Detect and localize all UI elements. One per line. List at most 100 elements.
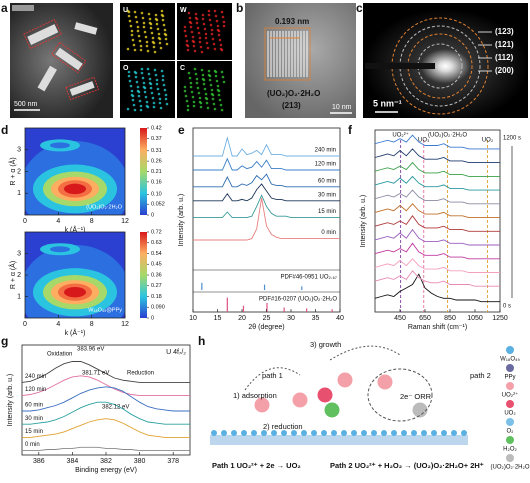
map-dot — [195, 21, 199, 25]
map-dot — [139, 104, 143, 108]
nanorod — [341, 430, 347, 436]
map-dot — [189, 81, 193, 85]
map-dot — [208, 78, 212, 82]
spectrum-line — [193, 136, 340, 157]
colorbar — [140, 128, 147, 215]
core-level-label: U 4f₇/₂ — [166, 349, 186, 356]
particle — [411, 401, 429, 419]
map-label: (UO₂)O₂·2H₂O — [86, 204, 122, 210]
label-box — [12, 5, 34, 11]
legend-label: UO₂ — [504, 411, 516, 417]
map-dot — [202, 78, 206, 82]
map-dot — [211, 97, 215, 101]
map-dot — [183, 29, 187, 33]
particles — [27, 22, 98, 96]
map-dot — [132, 43, 136, 47]
map-dot — [162, 23, 166, 27]
series-label: 15 min — [318, 209, 336, 215]
map-dot — [208, 18, 212, 22]
map-dot — [221, 75, 225, 79]
map-dot — [134, 71, 138, 75]
x-tick-label: 650 — [419, 315, 431, 322]
fft-box — [264, 27, 311, 81]
spectrum-line — [21, 375, 190, 397]
map-label: W — [180, 7, 187, 14]
map-dot — [134, 15, 138, 19]
map-dot — [162, 83, 166, 87]
map-dot — [184, 34, 188, 38]
map-dot — [195, 81, 199, 85]
scale-bar-label: 5 nm⁻¹ — [373, 98, 402, 108]
map-dot — [155, 22, 159, 26]
map-dot — [140, 67, 144, 71]
spectrum-line — [193, 183, 340, 202]
stem-image — [10, 3, 113, 118]
x-tick-label: 35 — [312, 315, 320, 322]
nanorod — [241, 430, 247, 436]
spectrum-line — [374, 228, 500, 246]
x-tick-label: 25 — [263, 315, 271, 322]
nanorod — [231, 430, 237, 436]
map-dot — [209, 83, 213, 87]
band-label: UO₂²⁺ — [392, 132, 409, 139]
map-dot — [191, 95, 195, 99]
map-dot — [145, 44, 149, 48]
map-dot — [142, 21, 146, 25]
annotation: 382.12 eV — [102, 405, 129, 411]
map-dot — [128, 19, 132, 23]
legend-swatch — [506, 436, 514, 444]
phase-label: (UO₂)O₂·2H₂O — [267, 89, 320, 98]
map-dot — [131, 98, 135, 102]
map-dot — [135, 80, 139, 84]
nanorod — [261, 430, 267, 436]
lattice-fringes — [267, 31, 308, 77]
legend-swatch — [506, 364, 514, 372]
map-dot — [211, 37, 215, 41]
series-label: 240 min — [25, 374, 46, 380]
band-label: UO₃ — [418, 138, 430, 144]
series-label: 60 min — [318, 178, 336, 184]
annotation: 383.96 eV — [77, 347, 104, 353]
map-dot — [133, 48, 137, 52]
x-tick-label: 850 — [444, 315, 456, 322]
map-dot — [163, 88, 167, 92]
spectrum-line — [22, 418, 190, 438]
spectrum-line — [374, 189, 500, 205]
x-tick-label: 378 — [167, 458, 179, 465]
map-dot — [137, 94, 141, 98]
map-dot — [126, 107, 130, 111]
band-label: UO₂ — [482, 138, 494, 144]
map-dot — [156, 27, 160, 31]
x-axis-label: Raman shift (cm⁻¹) — [408, 324, 467, 331]
map-dot — [139, 44, 143, 48]
ring-label: (123) — [495, 27, 514, 36]
x-tick-label: 10 — [189, 315, 197, 322]
colorbar-label: 0.090 — [151, 305, 165, 311]
nanorod — [251, 430, 257, 436]
spectrum-line — [374, 134, 500, 150]
substrate — [210, 435, 468, 445]
map-dot — [139, 108, 143, 112]
legend-label: H₂O₂ — [503, 447, 517, 453]
series-label: 240 min — [315, 148, 336, 154]
panel-label: h — [198, 334, 205, 348]
panel-label: g — [1, 334, 8, 348]
legend-label: PPy — [504, 375, 515, 381]
annotation: 381.71 eV — [82, 371, 109, 377]
map-dot — [150, 31, 154, 35]
x-tick-label: 12 — [121, 218, 129, 225]
spectrum-line — [22, 446, 190, 452]
x-tick-label: 15 — [214, 315, 222, 322]
x-tick-label: 4 — [56, 321, 60, 328]
contour-level — [50, 142, 70, 149]
map-dot — [202, 22, 206, 26]
map-dot — [222, 20, 226, 24]
contour-level — [64, 183, 86, 195]
particle — [291, 391, 309, 409]
map-dot — [210, 28, 214, 32]
map-dot — [207, 13, 211, 17]
map-dot — [148, 77, 152, 81]
map-dot — [203, 87, 207, 91]
contour-level — [50, 246, 70, 253]
